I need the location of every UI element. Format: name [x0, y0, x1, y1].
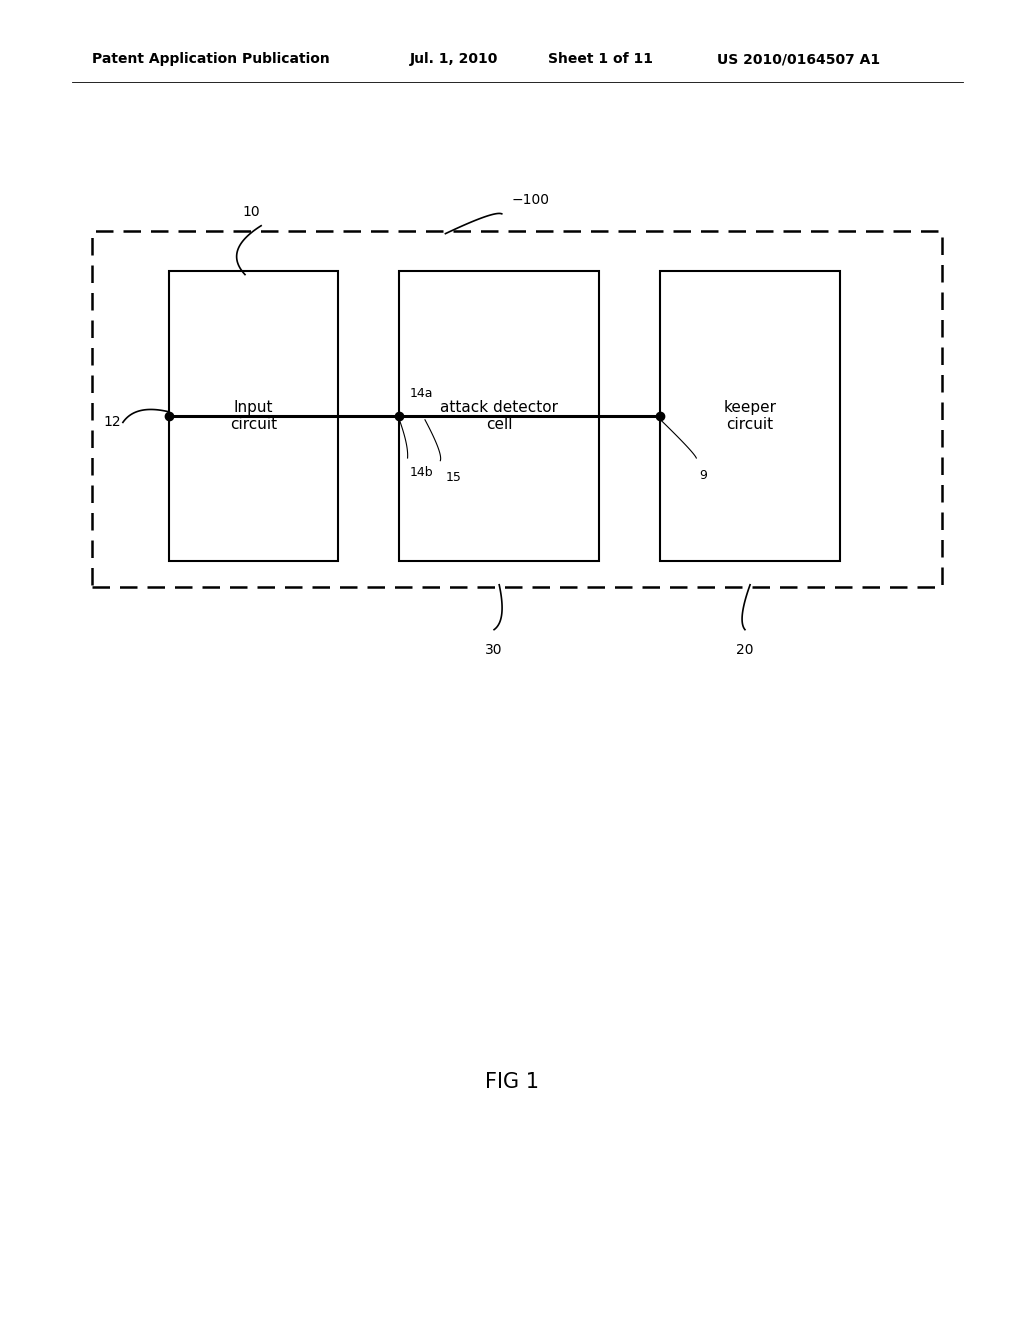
- Text: keeper
circuit: keeper circuit: [724, 400, 776, 432]
- Text: Input
circuit: Input circuit: [229, 400, 278, 432]
- Text: 14b: 14b: [410, 466, 433, 479]
- Text: attack detector
cell: attack detector cell: [440, 400, 558, 432]
- Text: 14a: 14a: [410, 387, 433, 400]
- Text: 9: 9: [699, 469, 708, 482]
- Bar: [169, 271, 338, 561]
- Text: 15: 15: [445, 471, 462, 484]
- Bar: [92, 231, 942, 587]
- Text: 12: 12: [103, 416, 122, 429]
- Text: −100: −100: [512, 193, 550, 207]
- Text: Sheet 1 of 11: Sheet 1 of 11: [548, 53, 653, 66]
- Bar: [660, 271, 840, 561]
- Text: FIG 1: FIG 1: [485, 1072, 539, 1093]
- Text: 20: 20: [736, 643, 754, 657]
- Text: Jul. 1, 2010: Jul. 1, 2010: [410, 53, 498, 66]
- Text: US 2010/0164507 A1: US 2010/0164507 A1: [717, 53, 880, 66]
- Text: Patent Application Publication: Patent Application Publication: [92, 53, 330, 66]
- Text: 10: 10: [242, 205, 260, 219]
- Text: 30: 30: [485, 643, 503, 657]
- Bar: [399, 271, 599, 561]
